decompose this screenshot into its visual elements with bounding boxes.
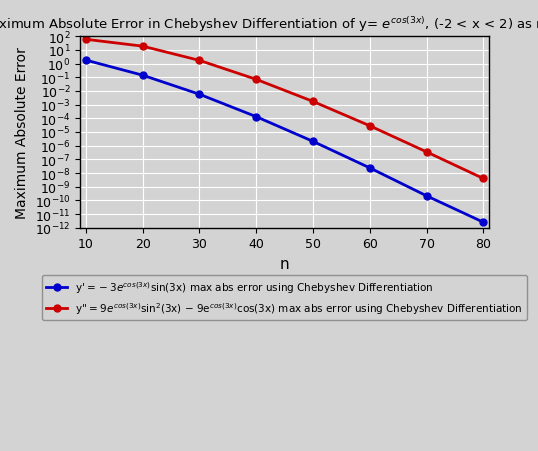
Legend: y'$=-3e^{cos(3x)}$sin(3x) max abs error using Chebyshev Differentiation, y''$=9e: y'$=-3e^{cos(3x)}$sin(3x) max abs error … (42, 276, 527, 321)
X-axis label: n: n (280, 257, 289, 272)
Y-axis label: Maximum Absolute Error: Maximum Absolute Error (15, 47, 29, 218)
Title: Maximum Absolute Error in Chebyshev Differentiation of y= $e^{cos(3x)}$, (-2 < x: Maximum Absolute Error in Chebyshev Diff… (0, 15, 538, 34)
